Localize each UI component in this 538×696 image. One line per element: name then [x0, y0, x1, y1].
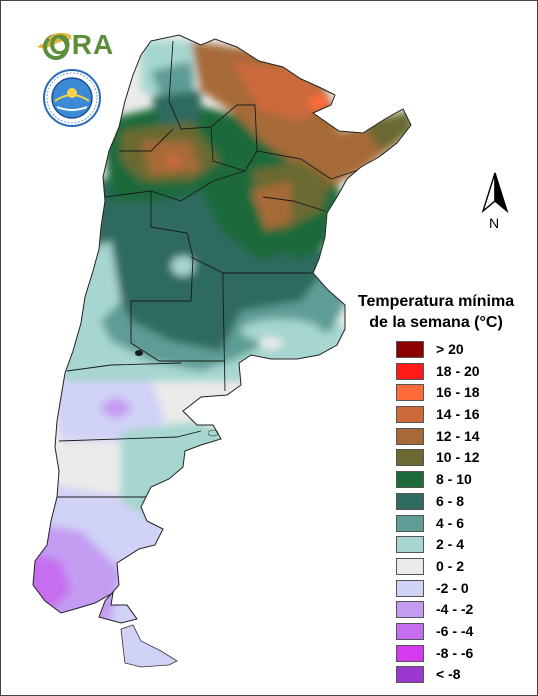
- legend-item: 16 - 18: [396, 382, 516, 404]
- legend-item: -4 - -2: [396, 599, 516, 621]
- legend-label: 16 - 18: [436, 384, 480, 401]
- legend-label: -8 - -6: [436, 644, 474, 661]
- weather-service-seal: [43, 69, 101, 127]
- legend-swatch: [396, 492, 424, 510]
- legend-label: 10 - 12: [436, 449, 480, 466]
- seal-icon: [43, 69, 101, 127]
- legend-label: < -8: [436, 666, 461, 683]
- legend-swatch: [396, 384, 424, 402]
- ora-logo-text: ORA: [49, 29, 115, 60]
- legend-swatch: [396, 406, 424, 424]
- legend-item: 18 - 20: [396, 361, 516, 383]
- legend-item: 0 - 2: [396, 556, 516, 578]
- legend-swatch: [396, 557, 424, 575]
- legend-label: -6 - -4: [436, 622, 474, 639]
- legend-item: -8 - -6: [396, 643, 516, 665]
- legend-swatch: [396, 666, 424, 684]
- ora-swoosh-icon: [37, 32, 75, 60]
- legend-item: 2 - 4: [396, 534, 516, 556]
- legend-item: < -8: [396, 664, 516, 686]
- legend-title-line2: de la semana (°C): [369, 314, 503, 331]
- legend-items: > 20 18 - 20 16 - 18 14 - 16 12 - 14 10 - 12 8…: [396, 339, 516, 686]
- legend-title: Temperatura mínima de la semana (°C): [346, 291, 526, 333]
- legend-swatch: [396, 536, 424, 554]
- tierra-del-fuego: [120, 624, 178, 668]
- legend-swatch: [396, 449, 424, 467]
- north-arrow-icon: [481, 172, 509, 214]
- legend-item: 14 - 16: [396, 404, 516, 426]
- legend-item: -6 - -4: [396, 621, 516, 643]
- legend-swatch: [396, 427, 424, 445]
- legend-label: 12 - 14: [436, 427, 480, 444]
- legend-item: 4 - 6: [396, 513, 516, 535]
- legend-swatch: [396, 622, 424, 640]
- city-marker: [135, 350, 143, 356]
- legend-swatch: [396, 579, 424, 597]
- legend: Temperatura mínima de la semana (°C) > 2…: [346, 291, 526, 684]
- legend-label: -4 - -2: [436, 601, 474, 618]
- legend-item: 12 - 14: [396, 426, 516, 448]
- legend-item: > 20: [396, 339, 516, 361]
- legend-label: 0 - 2: [436, 557, 465, 574]
- legend-swatch: [396, 514, 424, 532]
- legend-title-line1: Temperatura mínima: [357, 293, 515, 310]
- legend-swatch: [396, 644, 424, 662]
- legend-label: -2 - 0: [436, 579, 469, 596]
- north-arrow: N: [479, 171, 515, 233]
- legend-label: 8 - 10: [436, 471, 472, 488]
- ora-logo: ORA: [35, 27, 113, 63]
- legend-swatch: [396, 601, 424, 619]
- legend-label: 4 - 6: [436, 514, 465, 531]
- legend-item: -2 - 0: [396, 578, 516, 600]
- legend-label: > 20: [436, 341, 464, 357]
- argentina-outline: [32, 34, 412, 624]
- north-label: N: [489, 215, 500, 231]
- legend-label: 18 - 20: [436, 362, 480, 379]
- legend-item: 10 - 12: [396, 447, 516, 469]
- legend-swatch: [396, 471, 424, 489]
- legend-label: 14 - 16: [436, 406, 480, 423]
- legend-label: 2 - 4: [436, 536, 465, 553]
- legend-swatch: [396, 341, 424, 358]
- legend-label: 6 - 8: [436, 492, 465, 509]
- legend-swatch: [396, 362, 424, 380]
- legend-item: 8 - 10: [396, 469, 516, 491]
- legend-item: 6 - 8: [396, 491, 516, 513]
